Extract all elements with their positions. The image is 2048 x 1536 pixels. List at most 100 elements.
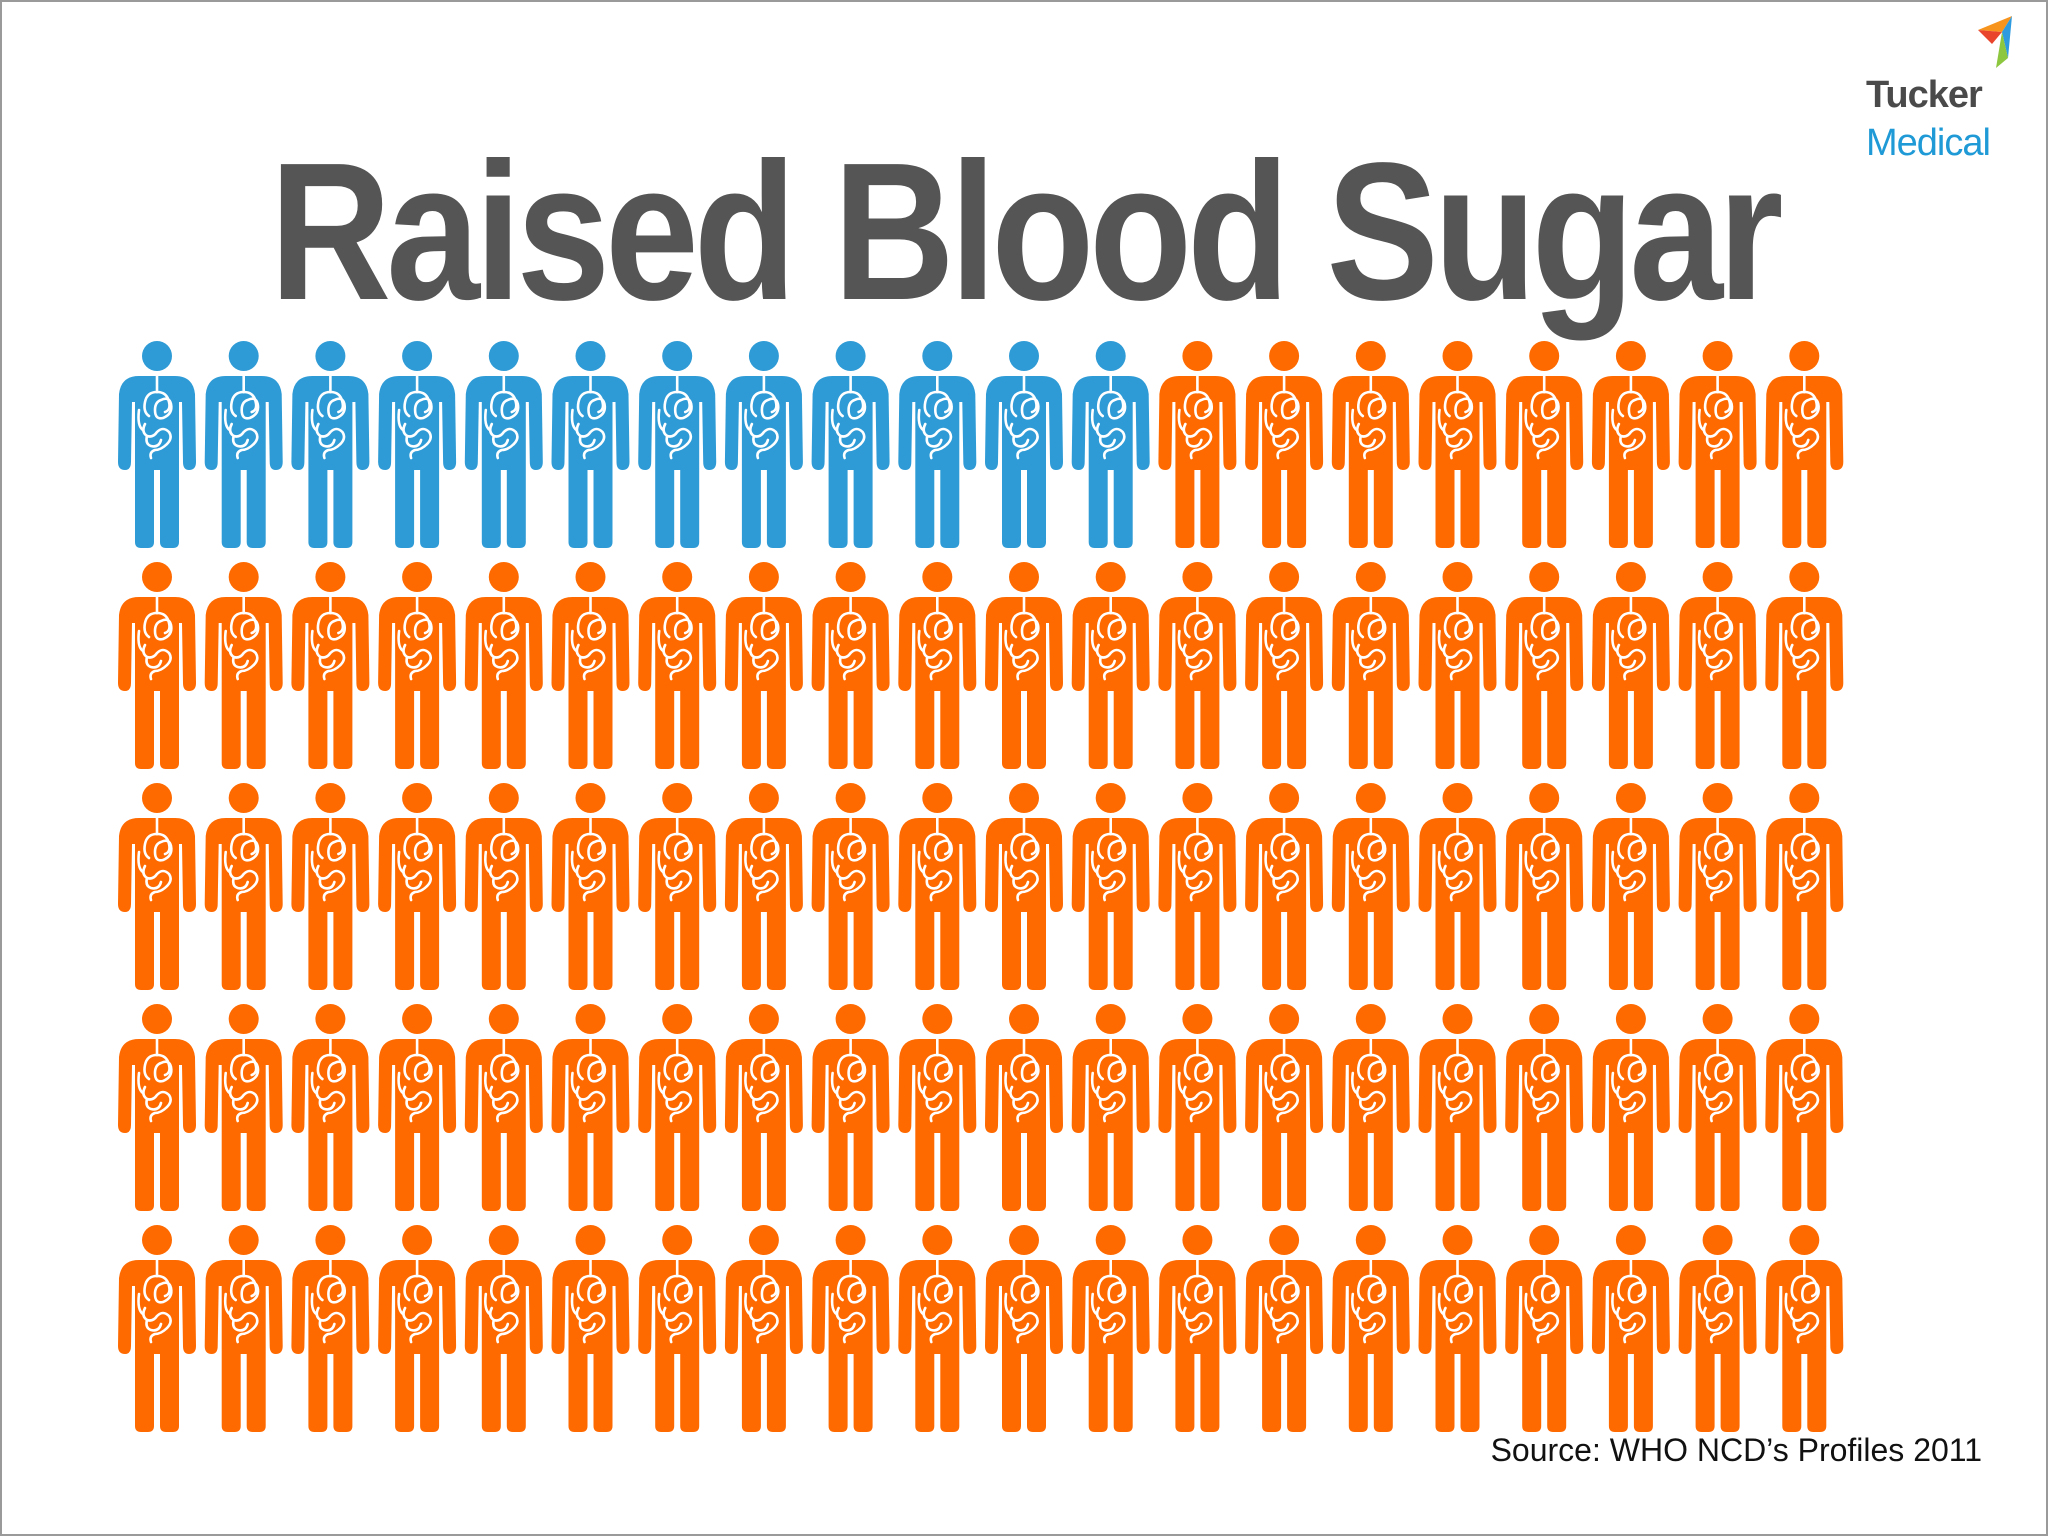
person-icon xyxy=(377,561,458,771)
person-icon xyxy=(1244,782,1325,992)
person-icon xyxy=(723,340,804,550)
logo-text-medical: Medical xyxy=(1866,122,1991,164)
person-icon xyxy=(463,561,544,771)
person-icon xyxy=(203,340,284,550)
person-icon xyxy=(897,561,978,771)
person-icon xyxy=(810,1003,891,1213)
person-icon xyxy=(1417,782,1498,992)
person-icon xyxy=(377,340,458,550)
source-note: Source: WHO NCD’s Profiles 2011 xyxy=(1490,1432,1982,1468)
logo-text-tucker: Tucker xyxy=(1866,74,1983,116)
person-icon xyxy=(723,782,804,992)
person-icon xyxy=(984,1003,1064,1213)
person-icon xyxy=(1504,1003,1585,1213)
person-icon xyxy=(1677,1224,1758,1434)
person-icon xyxy=(550,1003,631,1213)
person-icon xyxy=(984,782,1064,992)
person-icon xyxy=(1764,1224,1845,1434)
person-icon xyxy=(550,782,631,992)
person-icon xyxy=(290,1224,371,1434)
person-icon xyxy=(897,340,978,550)
person-icon xyxy=(203,1224,284,1434)
person-icon xyxy=(1417,1003,1498,1213)
person-icon xyxy=(1764,340,1845,550)
person-icon xyxy=(897,1003,978,1213)
person-icon xyxy=(1157,1003,1238,1213)
person-icon xyxy=(203,561,284,771)
person-icon xyxy=(1504,1224,1585,1434)
person-icon xyxy=(1244,340,1325,550)
person-icon xyxy=(290,340,371,550)
person-icon xyxy=(550,561,631,771)
person-icon xyxy=(810,782,891,992)
person-icon xyxy=(723,561,804,771)
person-icon xyxy=(810,561,891,771)
person-icon xyxy=(550,1224,631,1434)
person-icon xyxy=(290,782,371,992)
person-icon xyxy=(463,1003,544,1213)
chart-title: Raised Blood Sugar xyxy=(269,122,1784,341)
person-icon xyxy=(723,1003,804,1213)
person-icon xyxy=(1417,340,1498,550)
person-icon xyxy=(1677,1003,1758,1213)
person-icon xyxy=(1157,340,1238,550)
person-icon xyxy=(1244,1224,1325,1434)
person-icon xyxy=(897,782,978,992)
person-icon xyxy=(1590,782,1671,992)
person-icon xyxy=(1070,1224,1151,1434)
person-icon xyxy=(1590,340,1671,550)
person-icon xyxy=(1244,561,1325,771)
person-icon xyxy=(1157,782,1238,992)
person-icon xyxy=(637,340,718,550)
person-icon xyxy=(723,1224,804,1434)
person-icon xyxy=(117,1224,197,1434)
person-icon xyxy=(203,782,284,992)
person-icon xyxy=(1417,561,1498,771)
person-icon xyxy=(1677,561,1758,771)
person-icon xyxy=(984,561,1064,771)
person-icon xyxy=(117,340,197,550)
person-icon xyxy=(1677,782,1758,992)
person-icon xyxy=(637,1003,718,1213)
person-icon xyxy=(290,1003,371,1213)
person-icon xyxy=(1157,561,1238,771)
person-icon xyxy=(1070,561,1151,771)
person-icon xyxy=(463,1224,544,1434)
person-icon xyxy=(984,1224,1064,1434)
person-icon xyxy=(463,340,544,550)
tucker-medical-logo: Tucker Medical xyxy=(1818,8,2018,164)
person-icon xyxy=(117,782,197,992)
person-icon xyxy=(1504,340,1585,550)
logo-mark-icon xyxy=(1978,16,2012,68)
person-icon xyxy=(984,340,1064,550)
person-icon xyxy=(1504,782,1585,992)
person-icon xyxy=(377,1224,458,1434)
person-icon xyxy=(1764,561,1845,771)
person-icon xyxy=(1504,561,1585,771)
person-icon xyxy=(1330,782,1411,992)
person-icon xyxy=(637,782,718,992)
person-icon xyxy=(1244,1003,1325,1213)
person-icon xyxy=(637,1224,718,1434)
person-icon xyxy=(290,561,371,771)
person-icon xyxy=(463,782,544,992)
person-icon xyxy=(810,340,891,550)
person-icon xyxy=(1590,1003,1671,1213)
person-icon xyxy=(1590,1224,1671,1434)
person-icon xyxy=(1070,340,1151,550)
person-icon xyxy=(1764,782,1845,992)
person-icon xyxy=(1330,561,1411,771)
person-icon xyxy=(1070,782,1151,992)
person-icon xyxy=(637,561,718,771)
person-icon xyxy=(550,340,631,550)
person-icon xyxy=(1157,1224,1238,1434)
person-icon xyxy=(377,782,458,992)
person-icon xyxy=(1417,1224,1498,1434)
person-icon xyxy=(1330,1224,1411,1434)
person-icon xyxy=(1070,1003,1151,1213)
person-icon xyxy=(1764,1003,1845,1213)
person-icon xyxy=(203,1003,284,1213)
person-icon xyxy=(377,1003,458,1213)
person-icon xyxy=(897,1224,978,1434)
